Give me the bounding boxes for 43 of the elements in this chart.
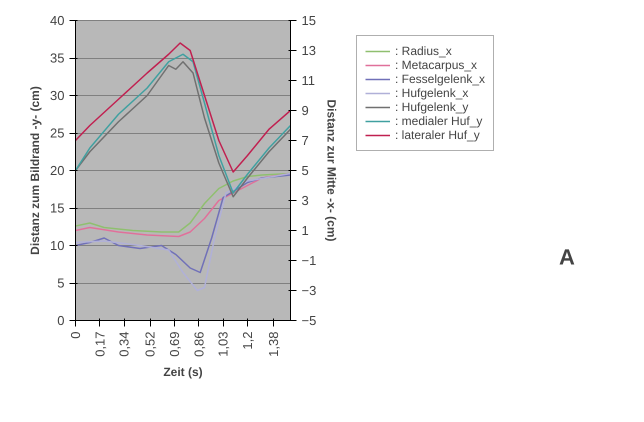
legend-label: : Hufgelenk_y xyxy=(395,100,468,114)
x-tick-label: 1,03 xyxy=(216,331,231,357)
legend-label: : Hufgelenk_x xyxy=(395,86,468,100)
y2-tick-label: −5 xyxy=(302,313,316,328)
y2-tick-label: 7 xyxy=(302,133,309,148)
x-tick-label: 0,86 xyxy=(191,331,206,357)
y-tick-label: 25 xyxy=(50,126,65,140)
y2-tick-label: −1 xyxy=(302,253,316,268)
x-tick-label: 0,69 xyxy=(166,331,182,357)
y2-tick-label: 13 xyxy=(302,43,316,58)
legend-label: : Radius_x xyxy=(395,44,452,58)
y-axis-title: Distanz zum Bildrand -y- (cm) xyxy=(28,86,42,255)
y-tick-label: 0 xyxy=(57,313,65,328)
text: A xyxy=(559,244,575,270)
x-tick-label: 0,34 xyxy=(116,331,132,357)
x-axis-title: Zeit (s) xyxy=(163,364,203,379)
legend-label: : Metacarpus_x xyxy=(395,58,478,72)
y-tick-label: 15 xyxy=(50,200,65,216)
x-tick-label: 0,52 xyxy=(142,331,158,357)
x-tick-label: 0,17 xyxy=(92,331,108,357)
legend-label: : lateraler Huf_y xyxy=(395,128,480,142)
y2-tick-label: 11 xyxy=(302,73,315,88)
legend-label: : Fesselgelenk_x xyxy=(395,72,486,86)
y2-tick-label: 1 xyxy=(302,223,309,238)
y2-tick-label: 9 xyxy=(302,103,309,118)
y-tick-label: 20 xyxy=(50,163,65,178)
line-series xyxy=(76,174,290,274)
y-tick-label: 35 xyxy=(50,50,65,66)
y2-tick-label: 15 xyxy=(302,13,316,28)
y2-tick-label: 3 xyxy=(302,193,309,208)
x-tick-label: 0 xyxy=(68,331,83,339)
line-series xyxy=(76,172,290,292)
y2-tick-label: −3 xyxy=(302,283,316,298)
y-tick-label: 5 xyxy=(57,276,65,290)
y-tick-label: 30 xyxy=(50,88,65,103)
x-tick-label: 1,38 xyxy=(266,331,281,357)
line-series xyxy=(76,42,290,173)
legend-label: : medialer Huf_y xyxy=(395,114,482,128)
y-tick-label: 40 xyxy=(50,13,65,28)
y-tick-label: 10 xyxy=(50,238,65,253)
y2-tick-label: 5 xyxy=(302,163,309,178)
x-tick-label: 1,2 xyxy=(240,331,255,350)
y2-axis-title: Distanz zur Mitte -x- (cm) xyxy=(324,99,338,242)
